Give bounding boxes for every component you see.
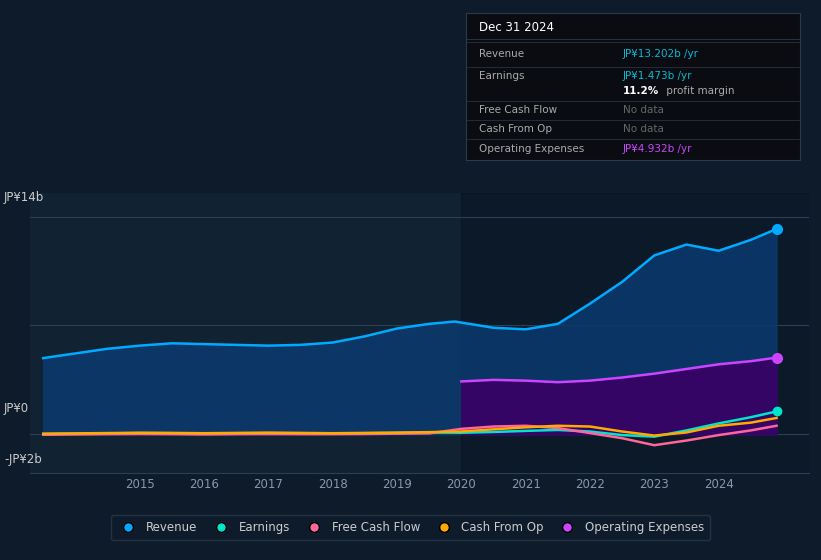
Text: No data: No data: [623, 124, 664, 134]
Text: Revenue: Revenue: [479, 49, 524, 59]
Text: Cash From Op: Cash From Op: [479, 124, 552, 134]
Text: JP¥14b: JP¥14b: [4, 190, 44, 204]
Text: JP¥4.932b /yr: JP¥4.932b /yr: [623, 144, 692, 155]
Text: No data: No data: [623, 105, 664, 115]
Text: Earnings: Earnings: [479, 71, 525, 81]
Legend: Revenue, Earnings, Free Cash Flow, Cash From Op, Operating Expenses: Revenue, Earnings, Free Cash Flow, Cash …: [111, 515, 710, 540]
Text: Operating Expenses: Operating Expenses: [479, 144, 585, 155]
Text: JP¥1.473b /yr: JP¥1.473b /yr: [623, 71, 692, 81]
Text: -JP¥2b: -JP¥2b: [4, 452, 42, 466]
Text: profit margin: profit margin: [663, 86, 735, 96]
Text: JP¥13.202b /yr: JP¥13.202b /yr: [623, 49, 699, 59]
Text: 11.2%: 11.2%: [623, 86, 659, 96]
Text: Free Cash Flow: Free Cash Flow: [479, 105, 557, 115]
Text: Dec 31 2024: Dec 31 2024: [479, 21, 554, 34]
Bar: [461, 193, 821, 473]
Text: JP¥0: JP¥0: [4, 402, 30, 416]
